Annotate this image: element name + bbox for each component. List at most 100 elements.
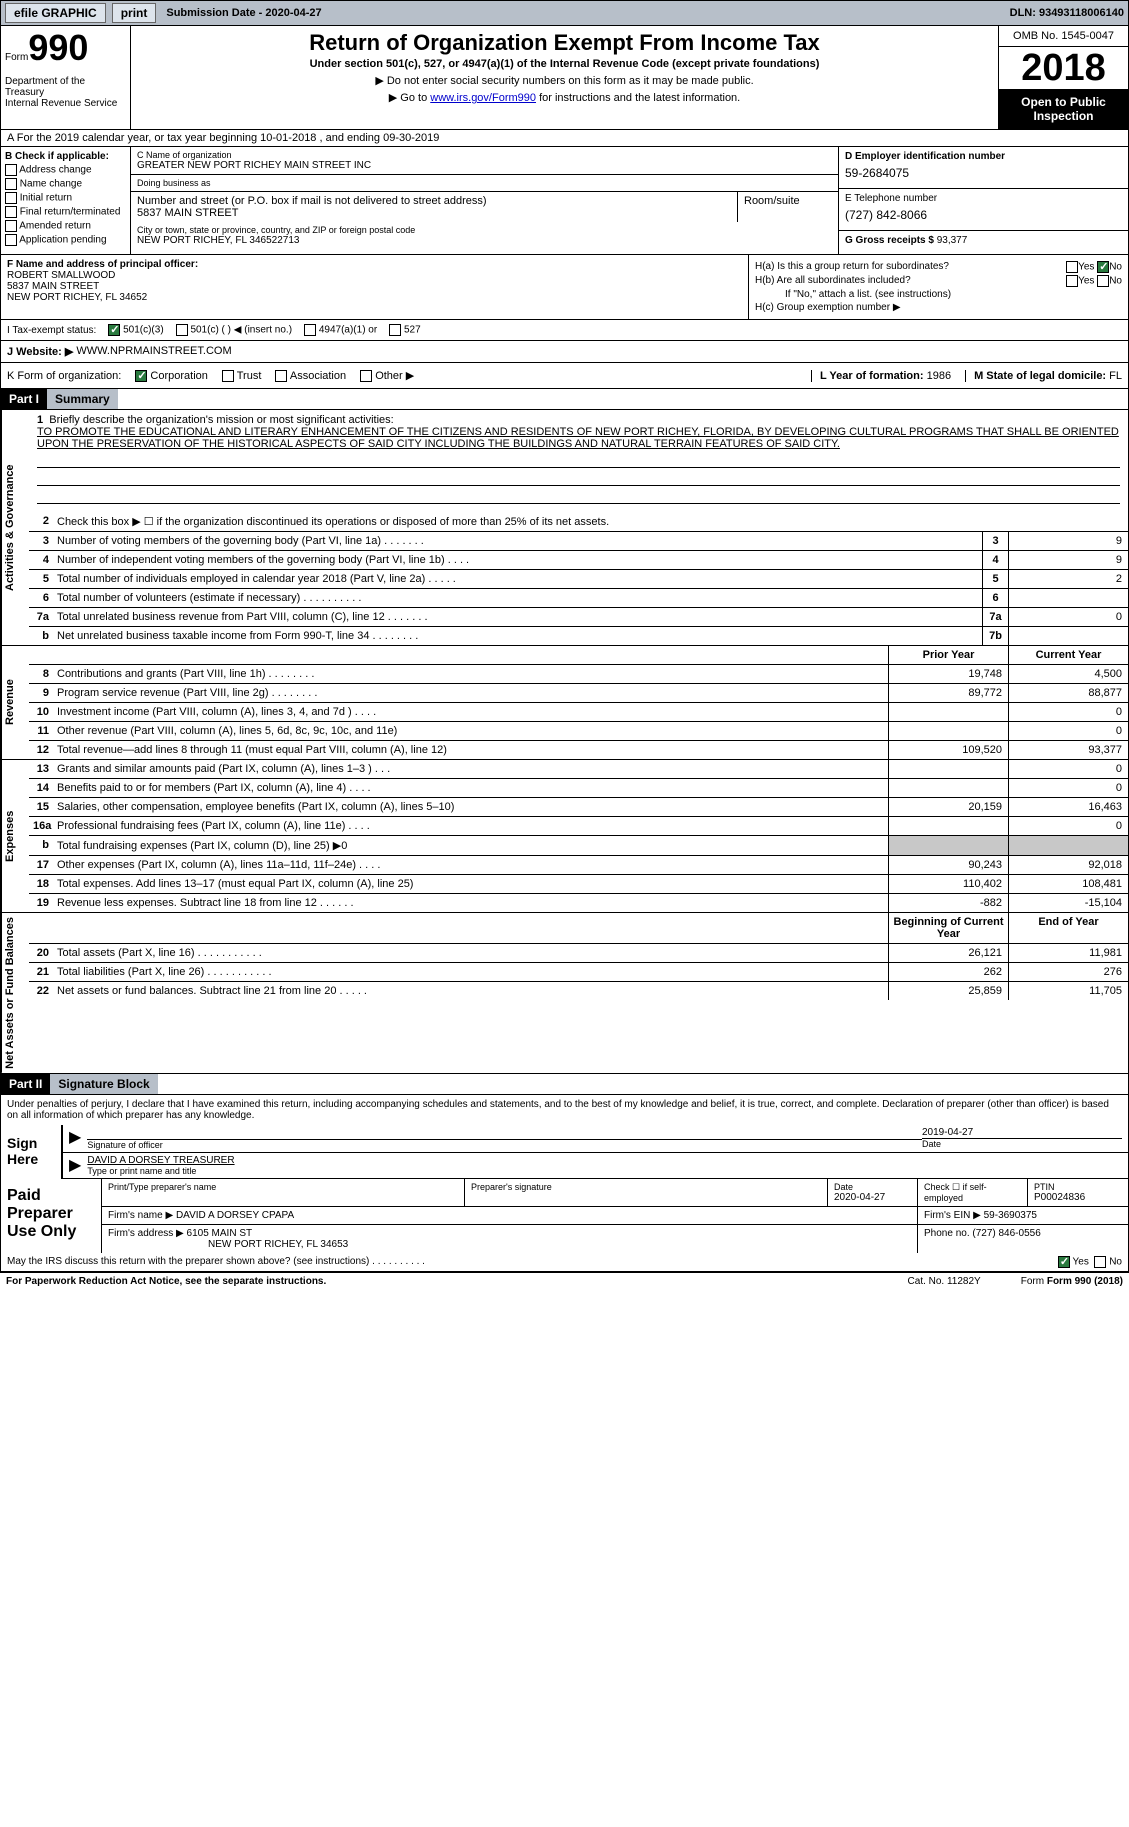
- l2-text: Check this box ▶ ☐ if the organization d…: [53, 512, 1128, 531]
- revenue-line: 8Contributions and grants (Part VIII, li…: [29, 665, 1128, 684]
- netassets-section: Net Assets or Fund Balances Beginning of…: [0, 913, 1129, 1074]
- name-change-check[interactable]: Name change: [5, 178, 126, 190]
- form-text: Form: [5, 52, 28, 63]
- prep-name-label: Print/Type preparer's name: [108, 1182, 458, 1192]
- sig-officer-label: Signature of officer: [87, 1139, 922, 1150]
- expense-line: bTotal fundraising expenses (Part IX, co…: [29, 836, 1128, 856]
- org-name: GREATER NEW PORT RICHEY MAIN STREET INC: [137, 160, 832, 171]
- firm-ein: 59-3690375: [984, 1210, 1037, 1221]
- m-value: FL: [1109, 370, 1122, 382]
- form-990: 990: [28, 27, 88, 68]
- prep-date-label: Date: [834, 1182, 911, 1192]
- 527-check[interactable]: [389, 324, 401, 336]
- prep-date: 2020-04-27: [834, 1192, 911, 1203]
- revenue-line: 11Other revenue (Part VIII, column (A), …: [29, 722, 1128, 741]
- expense-line: 14Benefits paid to or for members (Part …: [29, 779, 1128, 798]
- sign-here-label: Sign Here: [1, 1125, 61, 1179]
- part1-title: Summary: [47, 389, 118, 409]
- l-label: L Year of formation:: [820, 370, 927, 382]
- ag-line: bNet unrelated business taxable income f…: [29, 627, 1128, 645]
- gross-label: G Gross receipts $: [845, 235, 937, 246]
- cat-no: Cat. No. 11282Y: [908, 1276, 981, 1287]
- ein-value: 59-2684075: [845, 166, 1122, 180]
- trust-check[interactable]: [222, 370, 234, 382]
- efile-button[interactable]: efile GRAPHIC: [5, 3, 106, 23]
- b-header: B Check if applicable:: [5, 151, 126, 162]
- section-b: B Check if applicable: Address change Na…: [1, 147, 131, 254]
- top-bar: efile GRAPHIC print Submission Date - 20…: [0, 0, 1129, 26]
- section-i: I Tax-exempt status: 501(c)(3) 501(c) ( …: [0, 320, 1129, 341]
- header-row: Form990 Department of the Treasury Inter…: [0, 26, 1129, 130]
- irs-link[interactable]: www.irs.gov/Form990: [430, 92, 536, 104]
- name-label: C Name of organization: [137, 150, 832, 160]
- penalty-text: Under penalties of perjury, I declare th…: [1, 1095, 1128, 1125]
- revenue-line: 10Investment income (Part VIII, column (…: [29, 703, 1128, 722]
- firm-ein-label: Firm's EIN ▶: [924, 1210, 981, 1221]
- officer-name: ROBERT SMALLWOOD: [7, 270, 742, 281]
- assoc-check[interactable]: [275, 370, 287, 382]
- paperwork-text: For Paperwork Reduction Act Notice, see …: [6, 1276, 326, 1287]
- mission-text: TO PROMOTE THE EDUCATIONAL AND LITERARY …: [37, 426, 1119, 450]
- netassets-line: 22Net assets or fund balances. Subtract …: [29, 982, 1128, 1000]
- signature-section: Under penalties of perjury, I declare th…: [0, 1095, 1129, 1273]
- other-check[interactable]: [360, 370, 372, 382]
- room-label: Room/suite: [744, 195, 832, 207]
- ag-line: 7aTotal unrelated business revenue from …: [29, 608, 1128, 627]
- street-label: Number and street (or P.O. box if mail i…: [137, 195, 731, 207]
- street-value: 5837 MAIN STREET: [137, 207, 731, 219]
- expense-line: 13Grants and similar amounts paid (Part …: [29, 760, 1128, 779]
- f-label: F Name and address of principal officer:: [7, 259, 742, 270]
- form-footer: Form Form 990 (2018): [1021, 1276, 1123, 1287]
- hc-text: H(c) Group exemption number ▶: [755, 302, 901, 313]
- submission-label: Submission Date - 2020-04-27: [166, 7, 321, 19]
- form-title: Return of Organization Exempt From Incom…: [139, 30, 990, 56]
- initial-check[interactable]: Initial return: [5, 192, 126, 204]
- k-label: K Form of organization:: [7, 370, 121, 382]
- subtitle-1: Under section 501(c), 527, or 4947(a)(1)…: [139, 58, 990, 70]
- part2-title: Signature Block: [50, 1074, 157, 1094]
- hb-note: If "No," attach a list. (see instruction…: [785, 289, 1122, 300]
- final-check[interactable]: Final return/terminated: [5, 206, 126, 218]
- vtab-na: Net Assets or Fund Balances: [1, 913, 29, 1073]
- section-d: D Employer identification number 59-2684…: [838, 147, 1128, 254]
- section-h: H(a) Is this a group return for subordin…: [748, 255, 1128, 319]
- firm-addr-label: Firm's address ▶: [108, 1228, 184, 1239]
- title-box: Return of Organization Exempt From Incom…: [131, 26, 998, 129]
- firm-phone: (727) 846-0556: [972, 1228, 1040, 1239]
- l1-label: Briefly describe the organization's miss…: [49, 414, 393, 426]
- phone-value: (727) 842-8066: [845, 208, 1122, 222]
- amended-check[interactable]: Amended return: [5, 220, 126, 232]
- firm-name-label: Firm's name ▶: [108, 1210, 173, 1221]
- typed-name: DAVID A DORSEY TREASURER: [87, 1155, 1122, 1166]
- discuss-text: May the IRS discuss this return with the…: [7, 1256, 425, 1268]
- 4947-check[interactable]: [304, 324, 316, 336]
- tax-year: 2018: [999, 47, 1128, 89]
- 501c-check[interactable]: [176, 324, 188, 336]
- corp-check[interactable]: [135, 370, 147, 382]
- dept-text: Department of the Treasury Internal Reve…: [5, 76, 126, 109]
- officer-grid: F Name and address of principal officer:…: [0, 255, 1129, 320]
- gross-value: 93,377: [937, 235, 968, 246]
- ag-line: 3Number of voting members of the governi…: [29, 532, 1128, 551]
- paid-label: Paid Preparer Use Only: [1, 1179, 101, 1253]
- addr-change-check[interactable]: Address change: [5, 164, 126, 176]
- inspection-badge: Open to Public Inspection: [999, 89, 1128, 129]
- ptin-value: P00024836: [1034, 1192, 1122, 1203]
- section-c: C Name of organizationGREATER NEW PORT R…: [131, 147, 838, 254]
- discuss-no-check[interactable]: [1094, 1256, 1106, 1268]
- firm-addr: 6105 MAIN ST: [187, 1228, 253, 1239]
- expenses-section: Expenses 13Grants and similar amounts pa…: [0, 760, 1129, 913]
- print-button[interactable]: print: [112, 3, 157, 23]
- current-year-hdr: Current Year: [1008, 646, 1128, 664]
- footer-row: For Paperwork Reduction Act Notice, see …: [0, 1273, 1129, 1290]
- phone-label: E Telephone number: [845, 193, 1122, 204]
- section-f: F Name and address of principal officer:…: [1, 255, 748, 319]
- ptin-label: PTIN: [1034, 1182, 1122, 1192]
- officer-addr2: NEW PORT RICHEY, FL 34652: [7, 292, 742, 303]
- prior-year-hdr: Prior Year: [888, 646, 1008, 664]
- pending-check[interactable]: Application pending: [5, 234, 126, 246]
- city-label: City or town, state or province, country…: [137, 225, 832, 235]
- sig-date: 2019-04-27: [922, 1127, 1122, 1138]
- discuss-yes-check[interactable]: [1058, 1256, 1070, 1268]
- 501c3-check[interactable]: [108, 324, 120, 336]
